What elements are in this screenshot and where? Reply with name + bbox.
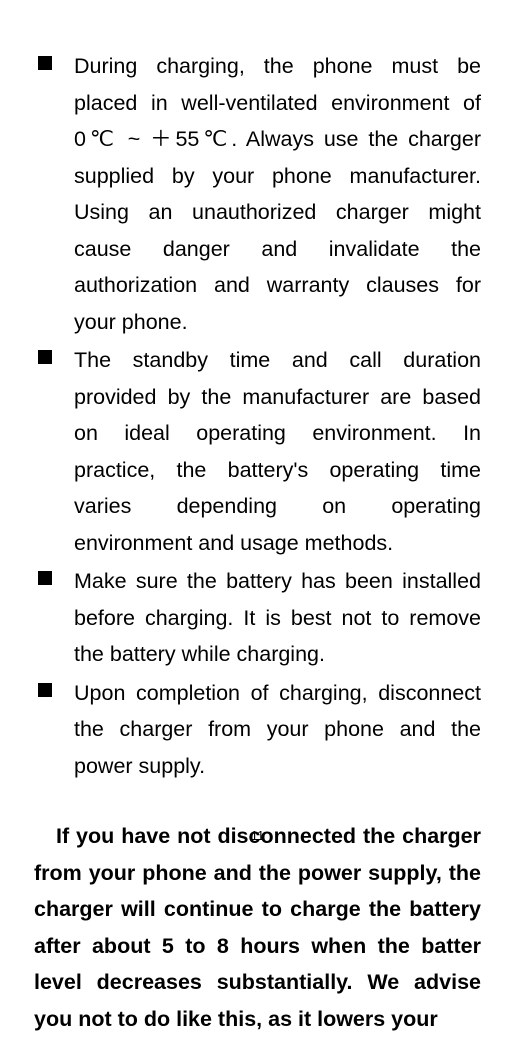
bullet-list: During charging, the phone must be place… <box>34 48 481 784</box>
square-bullet-icon <box>38 571 52 585</box>
list-item: During charging, the phone must be place… <box>34 48 481 340</box>
list-item: Upon completion of charging, disconnect … <box>34 675 481 785</box>
list-item-text: During charging, the phone must be place… <box>74 48 481 340</box>
list-item-text: Upon completion of charging, disconnect … <box>74 675 481 785</box>
square-bullet-icon <box>38 683 52 697</box>
list-item: Make sure the battery has been installed… <box>34 563 481 673</box>
emphasis-paragraph: If you have not disconnected the charger… <box>34 818 481 1037</box>
page-number: 11 <box>0 828 515 843</box>
square-bullet-icon <box>38 56 52 70</box>
list-item-text: The standby time and call duration provi… <box>74 342 481 561</box>
list-item-text: Make sure the battery has been installed… <box>74 563 481 673</box>
list-item: The standby time and call duration provi… <box>34 342 481 561</box>
document-page: During charging, the phone must be place… <box>0 0 515 869</box>
square-bullet-icon <box>38 350 52 364</box>
